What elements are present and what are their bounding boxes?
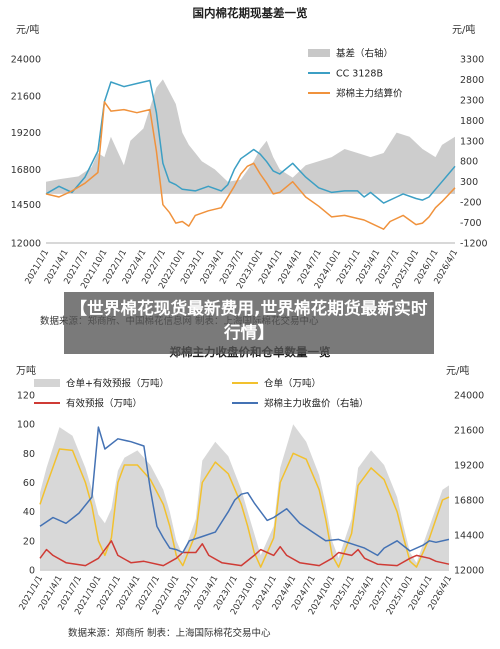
right-tick-label: 12000 <box>454 566 484 577</box>
legend-label: 基差（右轴） <box>336 48 393 60</box>
warehouse-receipt-chart: 郑棉主力收盘价和仓单数量一览万吨元/吨020406080100120120001… <box>16 345 484 639</box>
right-tick-label: 3300 <box>460 55 484 66</box>
left-tick-label: 0 <box>29 566 35 577</box>
legend-label: 仓单（万吨） <box>264 378 321 390</box>
left-tick-label: 100 <box>17 420 35 431</box>
right-tick-label: 1800 <box>460 116 484 127</box>
series-line-2 <box>39 540 450 567</box>
series-line-1 <box>39 448 450 568</box>
right-tick-label: 300 <box>460 177 478 188</box>
source-note: 数据来源：郑商所 制表：上海国际棉花交易中心 <box>68 627 271 639</box>
series-area-0 <box>40 424 449 570</box>
series-area-0 <box>46 79 455 194</box>
left-tick-label: 24000 <box>11 55 41 66</box>
right-tick-label: 21600 <box>454 426 484 437</box>
left-tick-label: 14500 <box>11 200 41 211</box>
series-line-3 <box>39 426 450 557</box>
legend-label: 郑棉主力结算价 <box>336 88 403 100</box>
headline-overlay <box>64 292 434 354</box>
legend-label: CC 3128B <box>336 69 383 80</box>
right-tick-label: 1300 <box>460 136 484 147</box>
right-tick-label: 2800 <box>460 75 484 86</box>
right-tick-label: 24000 <box>454 391 484 402</box>
left-tick-label: 12000 <box>11 239 41 250</box>
left-tick-label: 16800 <box>11 165 41 176</box>
left-tick-label: 40 <box>23 507 35 518</box>
left-tick-label: 21600 <box>11 91 41 102</box>
legend-label: 仓单+有效预报（万吨） <box>66 378 169 390</box>
left-tick-label: 60 <box>23 478 35 489</box>
left-axis-unit: 万吨 <box>16 364 36 377</box>
legend-label: 有效预报（万吨） <box>66 398 142 410</box>
headline-text: 【世界棉花现货最新费用,世界棉花期货最新实时行情】 <box>70 299 428 342</box>
right-tick-label: -200 <box>460 198 482 209</box>
chart-title: 国内棉花期现基差一览 <box>193 6 308 20</box>
series-line-2 <box>45 101 456 230</box>
left-tick-label: 19200 <box>11 128 41 139</box>
right-tick-label: 800 <box>460 157 478 168</box>
left-axis-unit: 元/吨 <box>16 23 39 36</box>
left-tick-label: 20 <box>23 536 35 547</box>
left-tick-label: 80 <box>23 449 35 460</box>
right-tick-label: -1200 <box>460 239 488 250</box>
right-tick-label: 2300 <box>460 95 484 106</box>
right-axis-unit: 元/吨 <box>446 364 469 377</box>
legend-swatch <box>34 379 60 387</box>
right-tick-label: 14400 <box>454 531 484 542</box>
right-tick-label: -700 <box>460 218 482 229</box>
series-line-1 <box>45 79 456 204</box>
right-tick-label: 19200 <box>454 461 484 472</box>
right-axis-unit: 元/吨 <box>452 23 475 36</box>
legend-label: 郑棉主力收盘价（右轴） <box>264 398 369 410</box>
right-tick-label: 16800 <box>454 496 484 507</box>
legend-swatch <box>308 49 330 57</box>
left-tick-label: 120 <box>17 391 35 402</box>
